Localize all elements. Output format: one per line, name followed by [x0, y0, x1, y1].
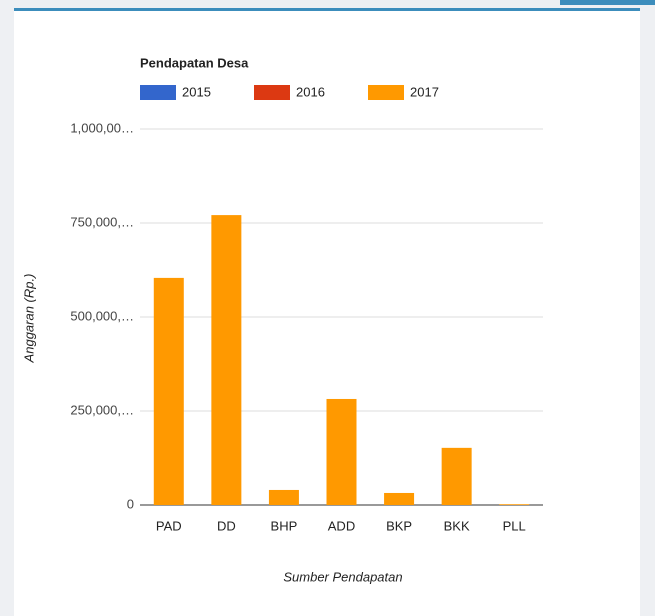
x-tick-label: BHP	[271, 518, 298, 533]
legend-label: 2017	[410, 84, 439, 99]
bar	[153, 277, 184, 505]
x-tick-label: PLL	[503, 518, 526, 533]
x-tick-label: DD	[217, 518, 236, 533]
x-tick-label: BKK	[444, 518, 470, 533]
legend-label: 2015	[182, 84, 211, 99]
bar	[268, 489, 299, 505]
bar	[211, 215, 242, 505]
x-tick-label: BKP	[386, 518, 412, 533]
y-tick-label: 250,000,…	[70, 402, 134, 417]
bar	[384, 492, 415, 505]
x-tick-label: ADD	[328, 518, 355, 533]
chart-title: Pendapatan Desa	[140, 55, 249, 70]
legend-label: 2016	[296, 84, 325, 99]
panel-border	[14, 8, 640, 11]
y-tick-label: 0	[127, 496, 134, 511]
y-tick-label: 750,000,…	[70, 214, 134, 229]
x-axis-title: Sumber Pendapatan	[283, 569, 402, 584]
y-tick-label: 500,000,…	[70, 308, 134, 323]
bar	[326, 398, 357, 505]
bar	[499, 504, 530, 505]
bar	[441, 447, 472, 505]
panel	[14, 8, 640, 616]
x-tick-label: PAD	[156, 518, 182, 533]
y-axis-title: Anggaran (Rp.)	[21, 274, 36, 364]
tab-edge	[560, 0, 655, 5]
legend-swatch	[140, 85, 176, 100]
legend-swatch	[254, 85, 290, 100]
legend-swatch	[368, 85, 404, 100]
y-tick-label: 1,000,00…	[70, 120, 134, 135]
